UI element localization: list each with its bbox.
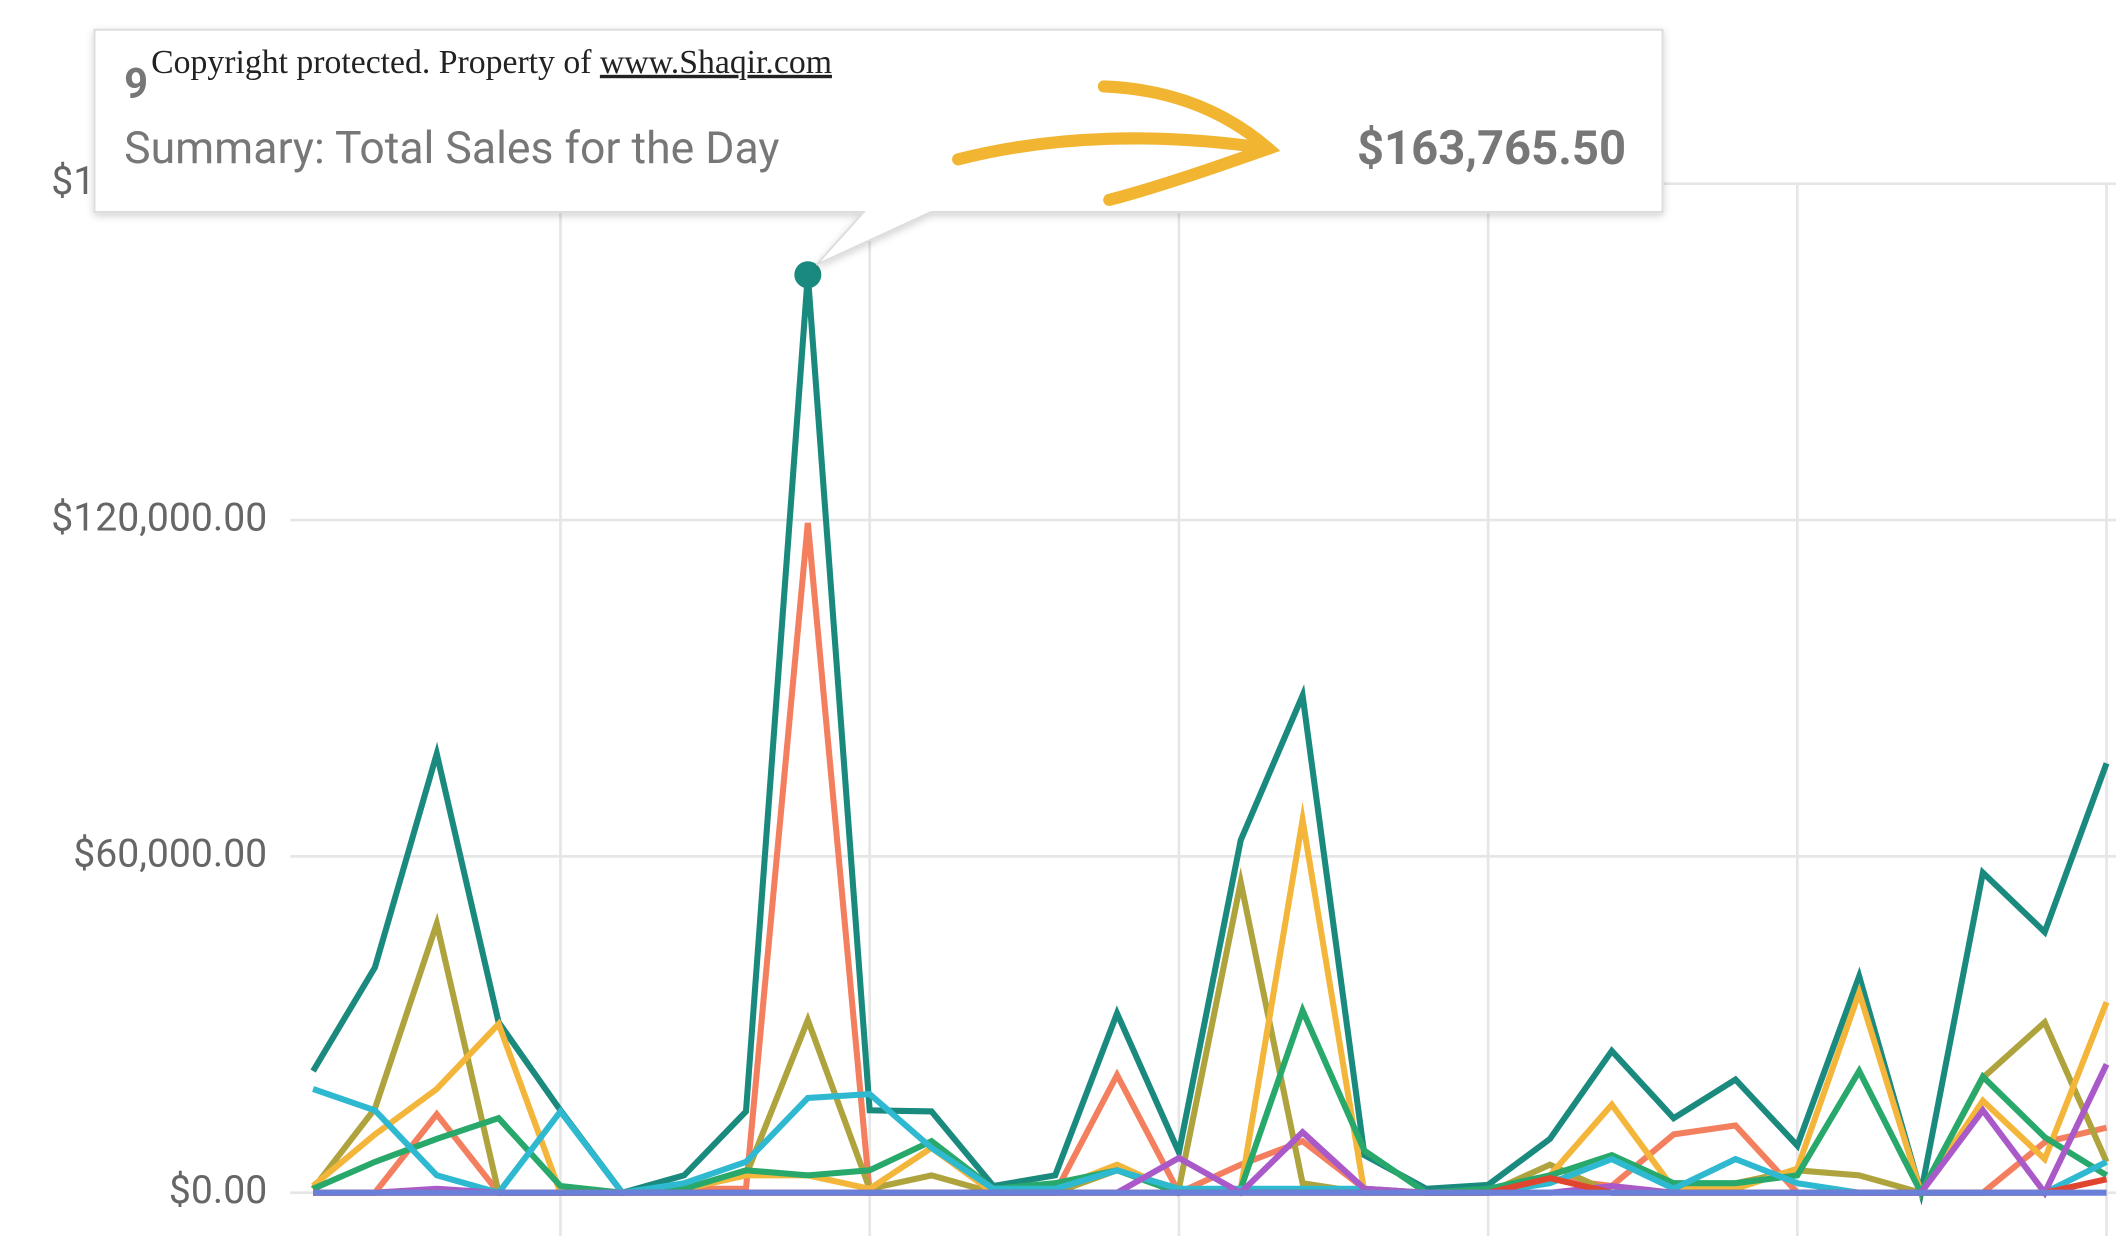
y-tick-label: $60,000.00 xyxy=(73,831,267,877)
grid: $0.00$60,000.00$120,000.00$180,000.00 xyxy=(51,158,2116,1236)
arrow-shaft xyxy=(952,132,1275,166)
watermark-text: Copyright protected. Property of xyxy=(151,44,600,81)
y-tick-label: $120,000.00 xyxy=(51,494,267,540)
arrow-head xyxy=(1097,80,1281,206)
series-line xyxy=(313,522,2108,1197)
y-tick-label: $0.00 xyxy=(169,1167,267,1213)
tooltip-value: $163,765.50 xyxy=(1357,120,1626,176)
tooltip-box xyxy=(93,28,1664,266)
arrow xyxy=(952,80,1281,206)
hover-point xyxy=(794,261,822,289)
series-line xyxy=(312,1086,2108,1197)
watermark: Copyright protected. Property of www.Sha… xyxy=(151,44,832,81)
tooltip: 9 Copyright protected. Property of www.S… xyxy=(93,28,1664,266)
tooltip-title: 9 xyxy=(124,59,148,108)
tooltip-label: Summary: Total Sales for the Day xyxy=(124,122,779,174)
watermark-link: www.Shaqir.com xyxy=(600,44,832,81)
lines xyxy=(310,261,2110,1206)
